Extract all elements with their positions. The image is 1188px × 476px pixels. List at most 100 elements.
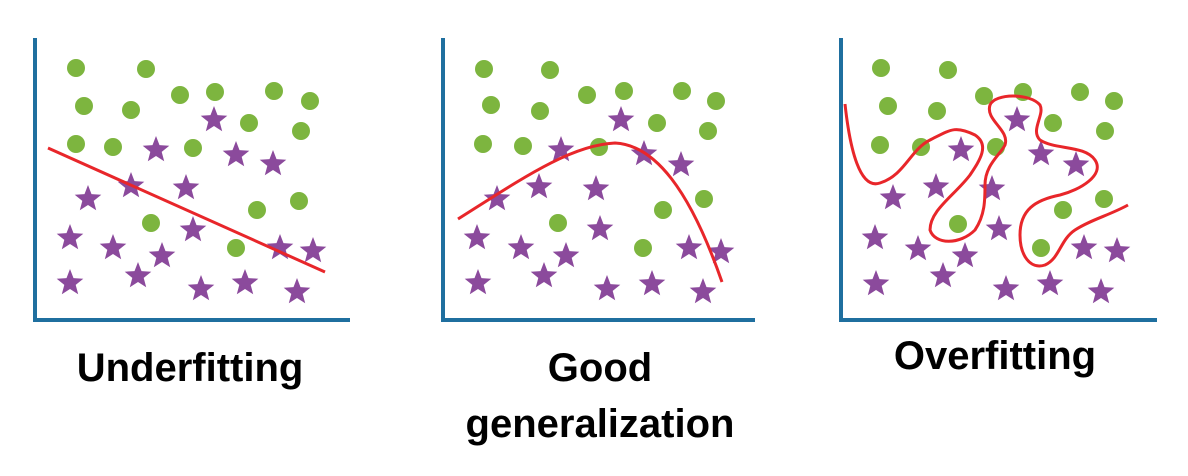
circle-icon: [531, 102, 549, 120]
star-icon: [56, 224, 84, 250]
caption-underfitting: Underfitting: [76, 346, 304, 390]
fit-wiggly-boundary: [843, 94, 1129, 268]
star-icon: [463, 224, 491, 250]
circle-icon: [1044, 114, 1062, 132]
star-icon: [187, 275, 215, 301]
circle-icon: [949, 215, 967, 233]
star-icon: [142, 136, 170, 162]
circle-icon: [240, 114, 258, 132]
circle-icon: [301, 92, 319, 110]
circle-icon: [122, 101, 140, 119]
circle-icon: [75, 97, 93, 115]
circle-icon: [265, 82, 283, 100]
circle-icon: [514, 137, 532, 155]
caption-overfitting: Overfitting: [893, 334, 1097, 378]
star-icon: [929, 262, 957, 288]
circle-icon: [171, 86, 189, 104]
star-icon: [172, 174, 200, 200]
star-icon: [675, 234, 703, 260]
circle-icon: [475, 60, 493, 78]
star-icon: [586, 215, 614, 241]
star-icon: [582, 175, 610, 201]
star-icon: [879, 184, 907, 210]
circle-icon: [184, 139, 202, 157]
circle-icon: [699, 122, 717, 140]
star-icon: [707, 238, 735, 264]
circle-icon: [1095, 190, 1113, 208]
circle-icon: [879, 97, 897, 115]
star-icon: [266, 234, 294, 260]
circle-icon: [474, 135, 492, 153]
circle-icon: [67, 135, 85, 153]
star-icon: [464, 269, 492, 295]
star-icon: [547, 136, 575, 162]
circle-icon: [541, 61, 559, 79]
circle-icon: [292, 122, 310, 140]
circle-icon: [290, 192, 308, 210]
fit-curve: [457, 141, 724, 283]
star-icon: [74, 185, 102, 211]
circle-icon: [206, 83, 224, 101]
circle-icon: [975, 87, 993, 105]
star-icon: [283, 278, 311, 304]
caption-line-1: Good: [547, 346, 653, 390]
star-icon: [148, 242, 176, 268]
star-icon: [947, 136, 975, 162]
star-icon: [861, 224, 889, 250]
circle-icon: [1032, 239, 1050, 257]
circle-icon: [1105, 92, 1123, 110]
circle-icon: [928, 102, 946, 120]
star-icon: [689, 278, 717, 304]
circle-icon: [871, 136, 889, 154]
circle-icon: [482, 96, 500, 114]
star-icon: [56, 269, 84, 295]
star-icon: [552, 242, 580, 268]
star-icon: [1087, 278, 1115, 304]
circle-icon: [67, 59, 85, 77]
circle-icon: [137, 60, 155, 78]
star-icon: [985, 215, 1013, 241]
star-icon: [483, 185, 511, 211]
star-icon: [951, 242, 979, 268]
star-icon: [530, 262, 558, 288]
circle-icon: [578, 86, 596, 104]
star-icon: [992, 275, 1020, 301]
circle-icon: [695, 190, 713, 208]
circle-icon: [1071, 83, 1089, 101]
star-icon: [299, 237, 327, 263]
star-icon: [607, 106, 635, 132]
star-icon: [904, 235, 932, 261]
circle-icon: [1054, 201, 1072, 219]
circle-icon: [673, 82, 691, 100]
circle-icon: [1096, 122, 1114, 140]
star-icon: [259, 150, 287, 176]
star-icon: [1003, 106, 1031, 132]
star-icon: [667, 151, 695, 177]
star-icon: [179, 216, 207, 242]
circle-icon: [104, 138, 122, 156]
star-icon: [525, 173, 553, 199]
circle-icon: [142, 214, 160, 232]
circle-icon: [654, 201, 672, 219]
circle-icon: [590, 138, 608, 156]
star-icon: [231, 269, 259, 295]
star-icon: [1027, 140, 1055, 166]
circle-icon: [648, 114, 666, 132]
star-icon: [124, 262, 152, 288]
star-icon: [1070, 234, 1098, 260]
star-icon: [1103, 237, 1131, 263]
circle-icon: [227, 239, 245, 257]
circle-icon: [615, 82, 633, 100]
fit-line: [47, 146, 326, 274]
star-icon: [507, 234, 535, 260]
star-icon: [593, 275, 621, 301]
caption-line-2: generalization: [465, 402, 735, 446]
star-icon: [1062, 151, 1090, 177]
star-icon: [222, 141, 250, 167]
circle-icon: [939, 61, 957, 79]
star-icon: [638, 270, 666, 296]
star-icon: [99, 234, 127, 260]
